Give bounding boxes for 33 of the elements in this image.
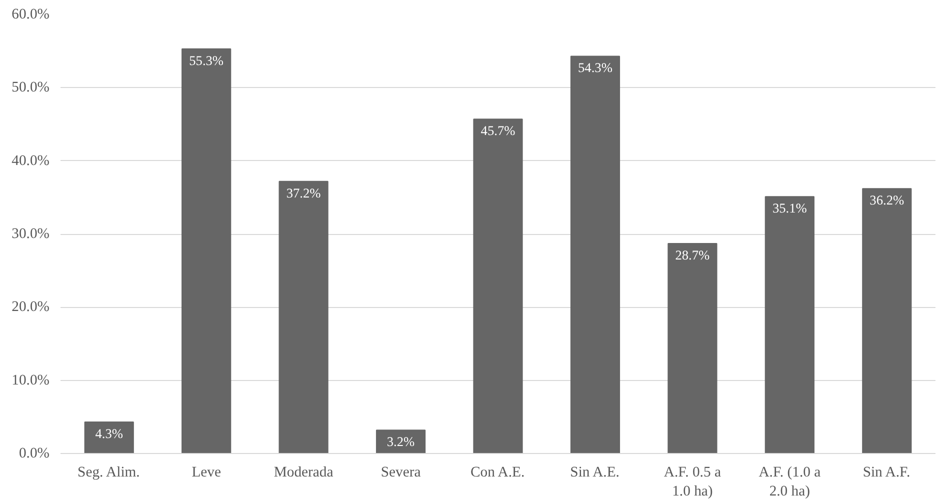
- x-tick-label: Sin A.F.: [862, 464, 910, 480]
- bar: [570, 56, 620, 454]
- y-tick-label: 40.0%: [12, 152, 50, 169]
- x-tick-label: Con A.E.: [470, 464, 525, 480]
- y-tick-label: 0.0%: [18, 446, 50, 462]
- y-tick-label: 50.0%: [12, 80, 50, 96]
- data-label: 4.3%: [95, 426, 123, 442]
- bar: [668, 243, 718, 454]
- data-label: 37.2%: [286, 185, 321, 200]
- x-tick-label: Seg. Alim.: [78, 464, 140, 480]
- x-tick-label: Leve: [192, 464, 221, 480]
- bar: [862, 188, 912, 454]
- bar: [278, 180, 328, 454]
- data-label: 36.2%: [870, 192, 904, 208]
- x-tick-label: Sin A.E.: [570, 464, 620, 480]
- y-tick-label: 10.0%: [12, 372, 50, 388]
- data-label: 45.7%: [480, 123, 516, 138]
- bar: [84, 422, 134, 454]
- x-tick-label: Severa: [380, 464, 422, 480]
- data-label: 54.3%: [578, 60, 612, 76]
- bar: [764, 196, 814, 454]
- y-tick-label: 60.0%: [12, 6, 50, 22]
- data-label: 55.3%: [189, 52, 224, 68]
- y-tick-label: 30.0%: [12, 226, 50, 242]
- bar: [473, 118, 523, 454]
- x-tick-label: A.F. 0.5 a 1.0 ha): [664, 464, 722, 500]
- data-label: 3.2%: [386, 434, 415, 450]
- x-tick-label: Moderada: [274, 464, 334, 480]
- x-tick-label: A.F. (1.0 a 2.0 ha): [758, 464, 822, 500]
- data-label: 35.1%: [772, 200, 807, 216]
- bar: [182, 48, 232, 454]
- y-tick-label: 20.0%: [12, 299, 50, 316]
- data-label: 28.7%: [675, 248, 710, 263]
